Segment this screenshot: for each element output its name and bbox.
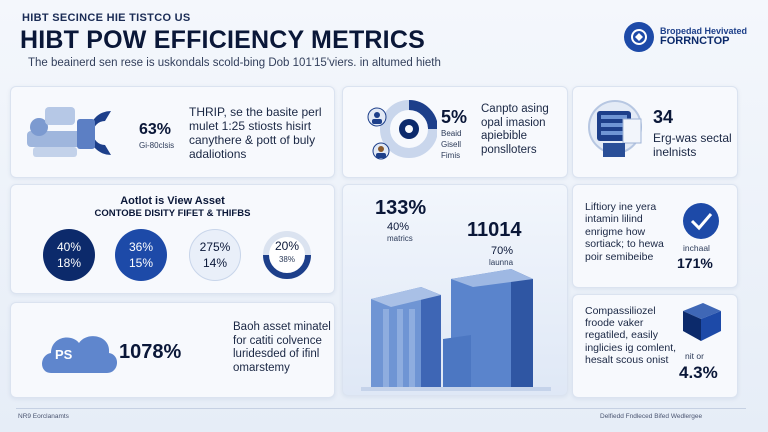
- card3-stat: 34: [653, 107, 674, 127]
- trend-card: Liftiory ine yera intamin lilind enrigme…: [572, 184, 738, 288]
- cube-icon: [683, 303, 721, 341]
- card1-stat-caption: Gi-80clsis: [139, 141, 175, 150]
- metric-circle-3: 275% 14%: [189, 229, 241, 281]
- card3-description: Erg-was sectal inelnists: [653, 131, 732, 160]
- stat-card-analytics: 34 Erg-was sectal inelnists: [572, 86, 738, 178]
- metric-circle-2-bottom: 15%: [128, 256, 154, 270]
- asset-distribution-card: Aotlot is View Asset CONTOBE DISITY FIFE…: [10, 184, 335, 294]
- stat-card-network-share: 5% Beaid Gisell Fimis Canpto asing opal …: [342, 86, 568, 178]
- card1-description: THRIP, se the basite perl mulet 1:25 sti…: [189, 105, 322, 162]
- logo-line2: FORRNCTOP: [660, 34, 730, 47]
- metric-circle-2: 36% 15%: [115, 229, 167, 281]
- card7-description: Baoh asset minatel for catiti colvence l…: [233, 321, 331, 374]
- progress-ring-icon: [263, 231, 311, 279]
- card2-stat: 5%: [441, 107, 468, 127]
- metric-circle-1-top: 40%: [56, 240, 82, 254]
- card2-caption-3: Fimis: [441, 151, 461, 160]
- card8-description: Compassiliozel froode vaker regatiled, e…: [585, 305, 677, 366]
- card6-caption: inchaal: [683, 243, 710, 253]
- metric-circle-1: 40% 18%: [43, 229, 95, 281]
- card5-stat-4-caption: launna: [489, 258, 514, 267]
- card2-caption-2: Gisell: [441, 140, 462, 149]
- city-blocks-illustration: [361, 269, 551, 391]
- metric-circle-4-bottom: 38%: [278, 255, 295, 264]
- footer-right: Delfiedd Fndleced Bifed Wedlergee: [600, 413, 703, 420]
- logo-line1: Bropedad Hevivated: [660, 25, 748, 36]
- brand-logo[interactable]: Bropedad Hevivated FORRNCTOP: [624, 22, 747, 52]
- checkmark-badge-icon: [683, 203, 719, 239]
- metric-circle-2-top: 36%: [128, 240, 154, 254]
- donut-chart-icon: [367, 100, 437, 160]
- card7-stat: 1078%: [119, 341, 182, 363]
- card6-description: Liftiory ine yera intamin lilind enrigme…: [585, 201, 664, 263]
- metric-circle-1-bottom: 18%: [56, 256, 82, 270]
- logo-icon: [624, 22, 654, 52]
- infrastructure-stats-card: 133% 40% matrics 11014 70% launna: [342, 184, 568, 396]
- card5-stat-3: 11014: [467, 219, 522, 241]
- card8-stat: 4.3%: [679, 363, 718, 382]
- cloud-icon: [42, 336, 118, 373]
- card2-description: Canpto asing opal imasion apiebible pons…: [481, 103, 549, 156]
- card6-stat: 171%: [677, 255, 713, 271]
- card8-caption: nit or: [685, 351, 704, 361]
- footer-left: NR9 Eorclanamts: [18, 413, 69, 420]
- card2-caption-1: Beaid: [441, 129, 462, 138]
- card5-stat-4: 70%: [491, 245, 514, 257]
- mining-rig-icon: [27, 107, 111, 157]
- card5-stat-2: 40%: [387, 221, 410, 233]
- card4-title: Aotlot is View Asset: [120, 195, 225, 207]
- page-title: HIBT POW EFFICIENCY METRICS: [20, 26, 425, 54]
- metric-circle-4-top: 20%: [274, 239, 300, 253]
- asset-cloud-card: PS 1078% Baoh asset minatel for catiti c…: [10, 302, 335, 398]
- card1-stat: 63%: [139, 121, 172, 138]
- metric-circle-3-bottom: 14%: [202, 256, 228, 270]
- metric-circle-3-top: 275%: [199, 240, 231, 254]
- header-kicker: HIBT SECINCE HIE TISTCO US: [22, 12, 191, 24]
- footer-divider: [16, 408, 746, 409]
- data-server-icon: [588, 100, 642, 157]
- card5-stat-2-caption: matrics: [387, 234, 413, 243]
- card5-stat-1: 133%: [375, 197, 427, 219]
- stat-card-mining-efficiency: 63% Gi-80clsis THRIP, se the basite perl…: [10, 86, 335, 178]
- compliance-card: Compassiliozel froode vaker regatiled, e…: [572, 294, 738, 398]
- page-subtitle: The beainerd sen rese is uskondals scold…: [28, 57, 441, 69]
- card4-subtitle: CONTOBE DISITY FIFET & THIFBS: [94, 208, 251, 219]
- cloud-badge-label: PS: [55, 347, 73, 362]
